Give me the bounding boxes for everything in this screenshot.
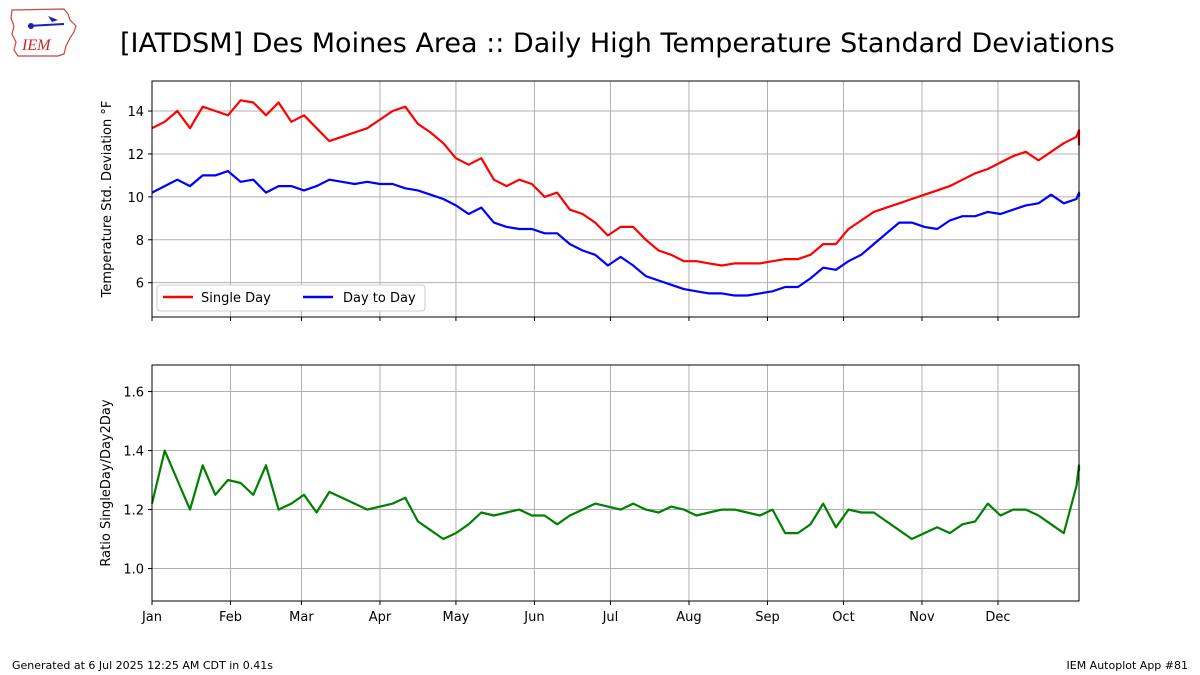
- bottom-panel-frame: [151, 364, 1080, 602]
- x-tick-label: Jul: [602, 610, 619, 625]
- bottom-panel-grid: [151, 365, 1079, 601]
- iem-logo: IEM: [8, 6, 84, 62]
- footer-app: IEM Autoplot App #81: [1066, 659, 1189, 672]
- x-tick-label: May: [442, 610, 469, 625]
- top-panel-frame: [151, 80, 1080, 318]
- x-tick-label: Feb: [219, 610, 242, 625]
- top-panel-axes: 6 8 10 12 14: [127, 105, 999, 321]
- legend-day-to-day-label: Day to Day: [343, 291, 416, 306]
- top-panel-lines: [151, 99, 1081, 297]
- x-tick-label: Nov: [909, 610, 935, 625]
- x-tick-label: Mar: [289, 610, 314, 625]
- day-to-day-series-line: [151, 170, 1081, 297]
- logo-text: IEM: [21, 37, 52, 54]
- top-y-axis-label: Temperature Std. Deviation °F: [100, 101, 115, 299]
- single-day-series-line: [151, 99, 1081, 267]
- legend: Single Day Day to Day: [156, 284, 426, 312]
- legend-box: [156, 284, 426, 312]
- bottom-panel-axes: Jan Feb Mar Apr May Jun Jul Aug Sep Oct Nov Dec 1.0 1…: [123, 386, 1010, 625]
- x-tick-label: Jun: [523, 610, 544, 625]
- bottom-y-tick-label: 1.0: [123, 563, 144, 578]
- ratio-series-line: [150, 449, 1081, 541]
- top-y-tick-label: 12: [127, 148, 144, 163]
- x-tick-label: Jan: [141, 610, 162, 625]
- bottom-y-tick-label: 1.2: [123, 504, 144, 519]
- x-tick-label: Apr: [369, 610, 392, 625]
- footer-generated: Generated at 6 Jul 2025 12:25 AM CDT in …: [12, 659, 273, 672]
- x-tick-label: Dec: [985, 610, 1010, 625]
- top-y-tick-label: 10: [127, 191, 144, 206]
- page-title: [IATDSM] Des Moines Area :: Daily High T…: [120, 28, 1115, 59]
- top-panel-grid: [151, 81, 1079, 317]
- bottom-y-tick-label: 1.4: [123, 445, 144, 460]
- legend-single-day-label: Single Day: [201, 291, 271, 306]
- top-y-tick-label: 6: [136, 277, 144, 292]
- bottom-panel-lines: [150, 449, 1081, 541]
- bottom-y-tick-label: 1.6: [123, 386, 144, 401]
- x-tick-label: Sep: [755, 610, 780, 625]
- x-tick-label: Aug: [676, 610, 701, 625]
- top-y-tick-label: 8: [136, 234, 144, 249]
- top-y-tick-label: 14: [127, 105, 144, 120]
- x-tick-label: Oct: [832, 610, 854, 625]
- bottom-y-axis-label: Ratio SingleDay/Day2Day: [99, 399, 114, 566]
